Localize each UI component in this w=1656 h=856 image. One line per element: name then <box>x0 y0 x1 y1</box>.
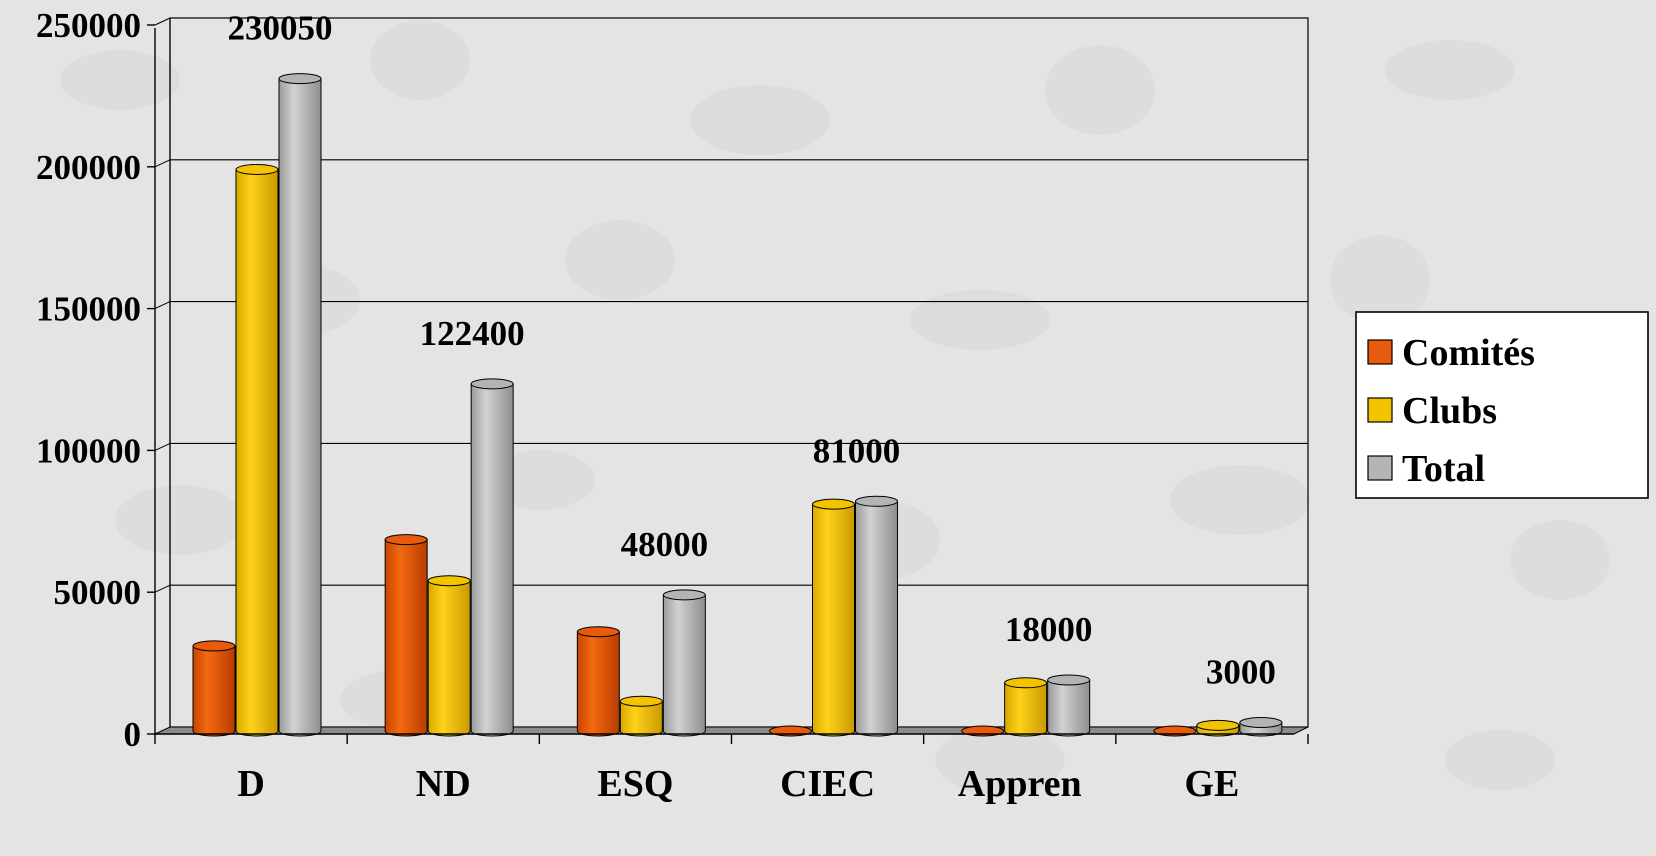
y-tick-label: 0 <box>124 715 142 754</box>
bar-top <box>1047 674 1091 686</box>
y-tick-label: 50000 <box>54 573 142 612</box>
bar-total-ge <box>1239 716 1283 737</box>
bar-top <box>384 534 428 546</box>
x-tick-label: ND <box>416 763 471 805</box>
bar-body <box>1004 682 1048 737</box>
bars <box>192 73 1283 737</box>
gridline-side <box>154 17 171 26</box>
bar-total-esq <box>662 589 706 737</box>
bar-clubs-nd <box>427 575 471 737</box>
chart-floor <box>154 726 1309 735</box>
background-figure <box>1445 730 1555 790</box>
y-tick-label: 250000 <box>36 6 141 45</box>
bar-top <box>619 695 663 707</box>
background-figure <box>935 725 1065 795</box>
data-label: 48000 <box>621 525 709 564</box>
legend-swatch <box>1367 455 1393 481</box>
background-figure <box>115 485 245 555</box>
bar-body <box>427 580 471 737</box>
data-labels: 230050 122400 48000 81000 18000 3000 <box>228 9 1276 692</box>
gridline-side <box>154 159 171 168</box>
data-label: 18000 <box>1005 610 1093 649</box>
legend: Comités Clubs Total <box>1355 311 1649 499</box>
bar-top <box>1196 719 1240 731</box>
bar-comités-d <box>192 640 236 737</box>
bar-top <box>470 378 514 390</box>
bar-clubs-ciec <box>812 498 855 737</box>
bar-clubs-esq <box>619 695 663 737</box>
bar-clubs-appren <box>1004 677 1048 737</box>
background-figure <box>910 290 1050 350</box>
bar-top <box>576 626 620 638</box>
x-tick-label: D <box>237 763 264 805</box>
legend-label: Clubs <box>1402 390 1497 432</box>
background-figure <box>60 50 180 110</box>
bar-body <box>470 383 514 737</box>
axes: 0 50000 100000 150000 200000 250000 D ND ESQ CIEC… <box>36 6 1309 805</box>
data-label: 122400 <box>420 314 525 353</box>
bar-top <box>662 589 706 601</box>
data-label: 81000 <box>813 431 901 470</box>
bar-total-nd <box>470 378 514 737</box>
bar-total-appren <box>1047 674 1091 737</box>
data-label: 3000 <box>1206 652 1276 691</box>
background-figure <box>1385 40 1515 100</box>
bar-top <box>192 640 236 652</box>
y-tick-label: 100000 <box>36 431 141 470</box>
bar-body <box>192 645 236 737</box>
bar-top <box>855 495 898 507</box>
bar-body <box>576 631 620 737</box>
x-tick-label: GE <box>1184 763 1239 805</box>
background-figure <box>565 220 675 300</box>
bar-body <box>812 503 855 737</box>
gridline-side <box>154 442 171 451</box>
y-tick-label: 150000 <box>36 290 141 329</box>
background-figure <box>1510 520 1610 600</box>
legend-swatch <box>1367 339 1393 365</box>
gridline-side <box>154 584 171 593</box>
x-tick-label: Appren <box>958 763 1082 805</box>
bar-top <box>427 575 471 587</box>
x-tick-label: CIEC <box>780 763 875 805</box>
legend-label: Comités <box>1402 332 1535 374</box>
bar-top <box>1004 677 1048 689</box>
bar-body <box>384 539 428 737</box>
background-figure <box>690 85 830 155</box>
data-label: 230050 <box>228 9 333 48</box>
background-pattern <box>60 20 1610 795</box>
bar-top <box>278 73 322 85</box>
background-figure <box>370 20 470 100</box>
y-tick-label: 200000 <box>36 148 141 187</box>
bar-total-d <box>278 73 322 737</box>
gridline-side <box>154 301 171 310</box>
legend-box <box>1355 311 1649 499</box>
background-figure <box>1045 45 1155 135</box>
bar-clubs-d <box>235 163 279 737</box>
x-tick-label: ESQ <box>597 763 673 805</box>
legend-swatch <box>1367 397 1393 423</box>
bar-comités-esq <box>576 626 620 737</box>
bar-body <box>1047 679 1091 737</box>
bar-body <box>619 700 663 737</box>
legend-label: Total <box>1402 448 1485 490</box>
bar-top <box>812 498 855 510</box>
bar-body <box>855 500 898 737</box>
bar-top <box>235 163 279 175</box>
bar-comités-nd <box>384 534 428 737</box>
background-figure <box>1170 465 1310 535</box>
bar-body <box>235 168 279 737</box>
bar-total-ciec <box>855 495 898 737</box>
bar-body <box>662 594 706 737</box>
background-figure <box>1330 235 1430 325</box>
bar-body <box>278 78 322 737</box>
bar-top <box>1239 716 1283 728</box>
